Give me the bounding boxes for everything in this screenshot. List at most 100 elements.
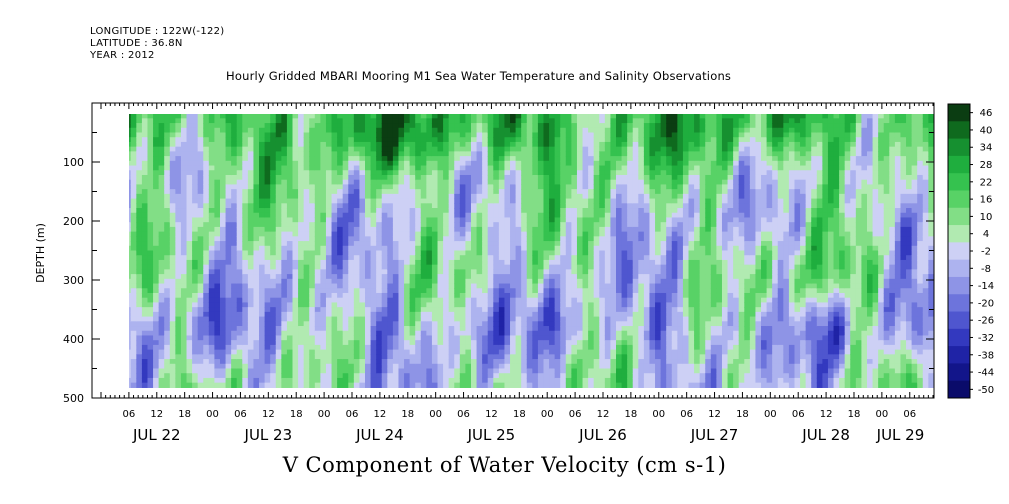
heat-cell [314, 344, 321, 351]
heat-cell [431, 316, 439, 322]
heat-cell [164, 118, 171, 124]
heat-cell [225, 311, 232, 318]
heat-cell [392, 344, 400, 351]
heat-cell [582, 382, 589, 388]
heat-cell [353, 160, 361, 167]
heat-cell [281, 307, 288, 313]
heat-cell [543, 160, 550, 167]
heat-cell [409, 288, 416, 294]
heat-cell [247, 340, 255, 346]
heat-cell [409, 274, 416, 280]
heat-cell [554, 330, 561, 337]
heat-cell [370, 274, 377, 280]
heat-cell [526, 123, 533, 129]
heat-cell [175, 278, 182, 285]
heat-cell [470, 311, 478, 318]
heat-cell [130, 165, 137, 171]
heat-cell [180, 217, 188, 223]
heat-cell [498, 165, 506, 171]
heat-cell [381, 359, 388, 365]
heat-cell [510, 340, 517, 346]
heat-cell [409, 193, 416, 200]
heat-cell [398, 141, 405, 148]
heat-cell [342, 349, 349, 355]
heat-cell [560, 179, 567, 186]
heat-cell [298, 321, 305, 327]
heat-cell [203, 283, 210, 289]
heat-cell [504, 354, 511, 360]
heat-cell [365, 198, 372, 204]
heat-cell [465, 344, 472, 351]
heat-cell [415, 335, 422, 341]
heat-cell [337, 382, 344, 388]
heat-cell [208, 127, 216, 134]
heat-cell [387, 373, 394, 379]
heat-cell [454, 151, 461, 157]
heat-cell [376, 297, 383, 304]
heat-cell [437, 316, 444, 322]
heat-cell [225, 278, 232, 285]
heat-cell [219, 203, 227, 209]
heat-cell [359, 231, 366, 237]
heat-cell [242, 283, 249, 289]
heat-cell [376, 198, 383, 204]
heat-cell [298, 222, 305, 228]
heat-cell [342, 170, 349, 176]
heat-cell [470, 170, 478, 176]
heat-cell [549, 349, 556, 355]
heat-cell [281, 217, 288, 223]
heat-cell [387, 226, 394, 233]
heat-cell [353, 184, 361, 190]
heat-cell [303, 156, 310, 162]
heat-cell [147, 283, 154, 289]
heat-cell [431, 354, 439, 360]
heat-cell [521, 292, 528, 299]
heat-cell [264, 217, 271, 223]
heat-cell [404, 189, 411, 195]
heat-cell [448, 132, 455, 138]
heat-cell [175, 255, 182, 261]
heat-cell [510, 231, 517, 237]
heat-cell [448, 330, 455, 337]
heat-cell [359, 316, 366, 322]
heat-cell [203, 208, 210, 214]
heat-cell [348, 222, 355, 228]
heat-cell [498, 316, 506, 322]
heat-cell [186, 137, 193, 143]
heat-cell [504, 382, 511, 388]
heat-cell [459, 165, 467, 171]
heat-cell [448, 349, 455, 355]
heat-cell [169, 259, 176, 266]
heat-cell [242, 278, 249, 285]
heat-cell [214, 292, 221, 299]
heat-cell [331, 274, 338, 280]
heat-cell [409, 123, 416, 129]
heat-cell [231, 311, 238, 318]
heat-cell [331, 132, 338, 138]
heat-cell [158, 250, 165, 256]
heat-cell [510, 326, 517, 332]
heat-cell [247, 259, 255, 266]
heat-cell [443, 212, 450, 219]
heat-cell [253, 278, 260, 285]
heat-cell [448, 114, 455, 119]
heat-cell [175, 321, 182, 327]
heat-cell [387, 127, 394, 134]
heat-cell [247, 156, 255, 162]
heat-cell [192, 226, 199, 233]
heat-cell [270, 292, 277, 299]
heat-cell [482, 354, 489, 360]
heat-cell [365, 160, 372, 167]
heat-cell [482, 141, 489, 148]
heat-cell [431, 288, 439, 294]
heat-cell [247, 297, 255, 304]
heat-cell [387, 198, 394, 204]
heat-cell [465, 302, 472, 308]
heat-cell [465, 359, 472, 365]
heat-cell [443, 344, 450, 351]
heat-cell [141, 198, 149, 204]
heat-cell [225, 269, 232, 275]
heat-cell [370, 226, 377, 233]
heat-cell [342, 189, 349, 195]
heat-cell [571, 349, 578, 355]
